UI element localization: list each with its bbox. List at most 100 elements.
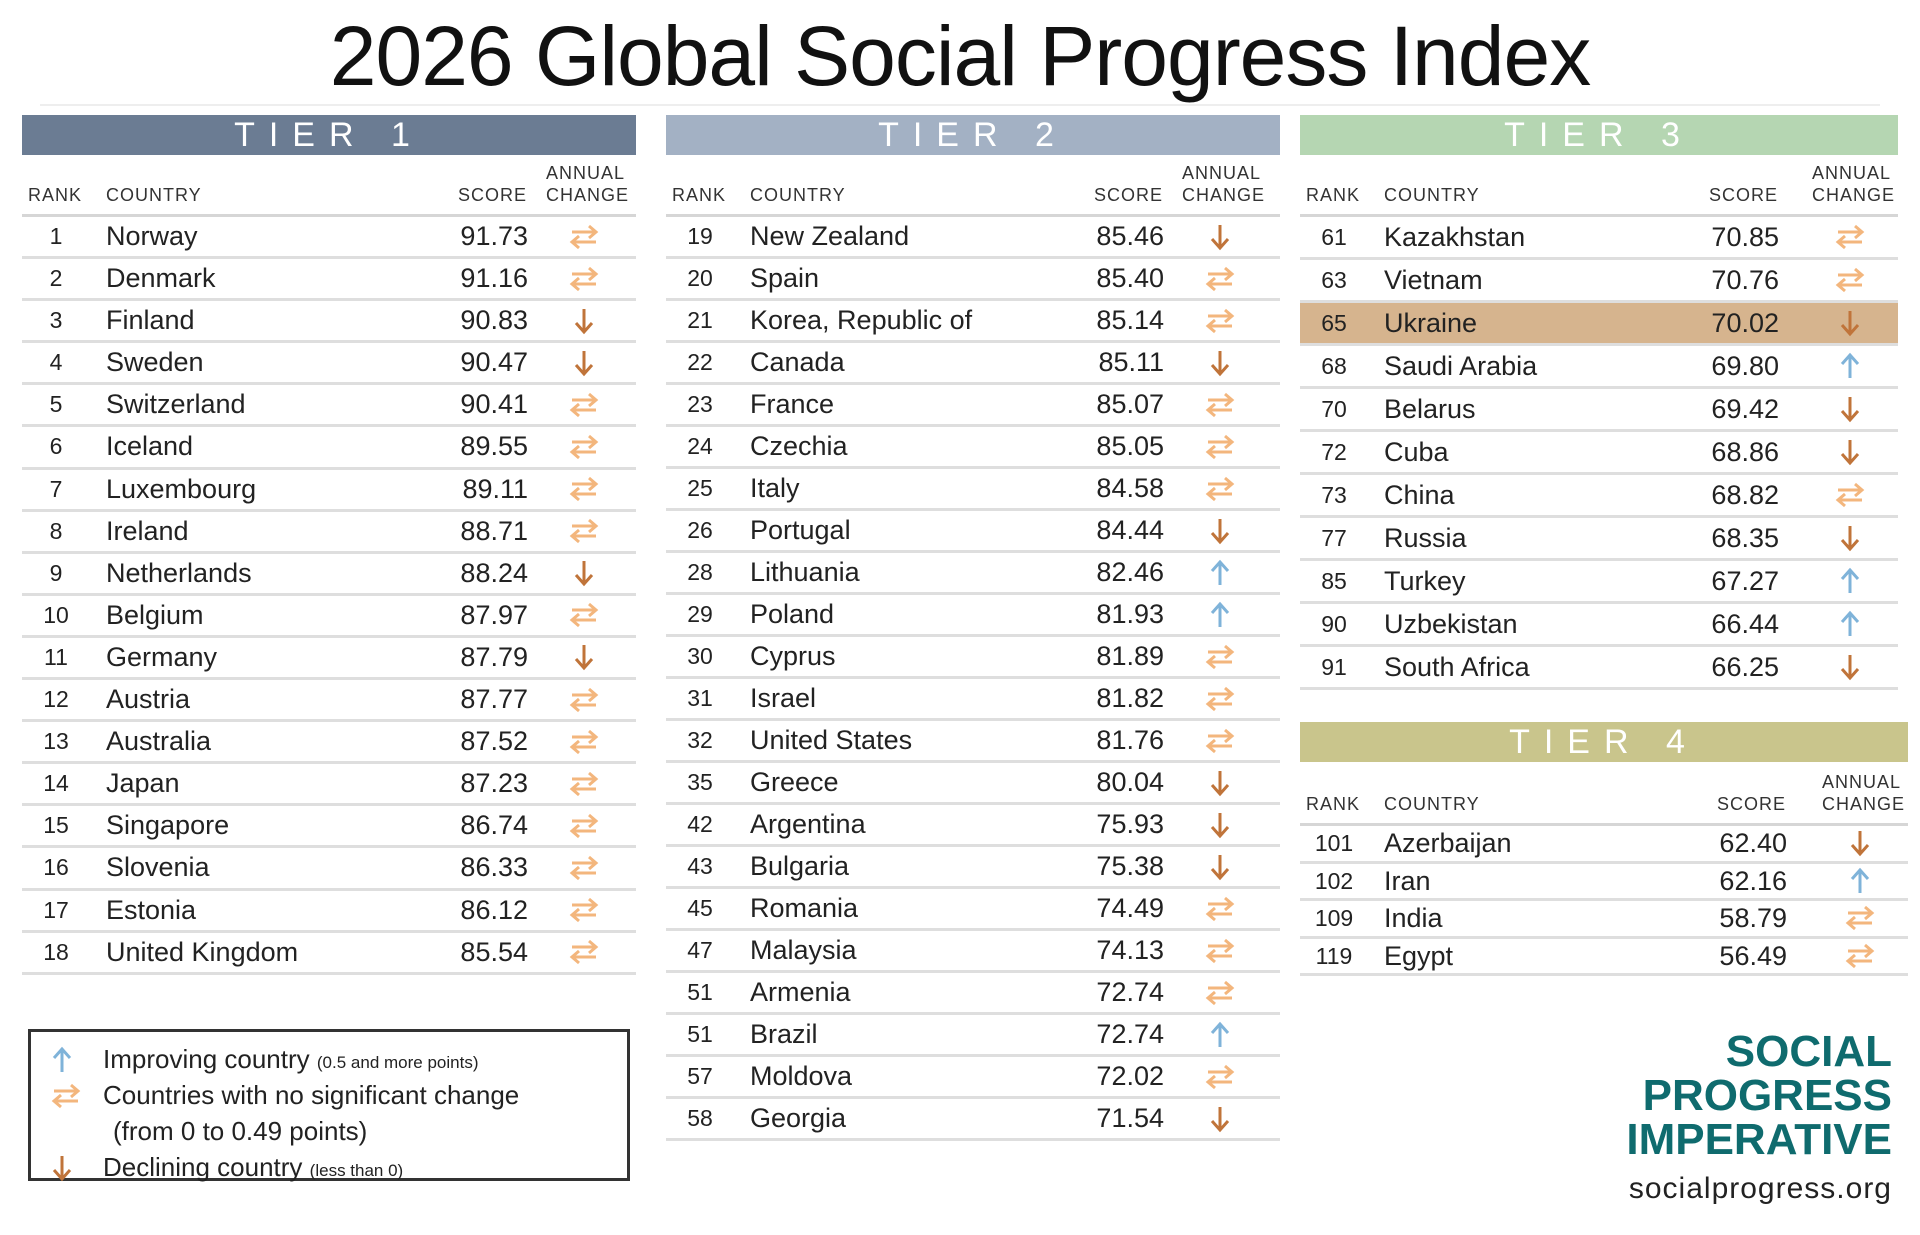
rank-cell: 77 bbox=[1321, 525, 1347, 551]
logo-line-1: SOCIAL bbox=[1725, 1027, 1892, 1076]
down-arrow-icon bbox=[1200, 349, 1240, 377]
table-row: 63 Vietnam 70.76 bbox=[1300, 260, 1898, 303]
rank-cell: 10 bbox=[43, 601, 69, 628]
down-arrow-icon bbox=[564, 643, 604, 671]
swap-arrows-icon bbox=[564, 770, 604, 798]
country-cell: Australia bbox=[106, 726, 212, 757]
score-cell: 70.76 bbox=[1711, 265, 1779, 295]
table-row: 17 Estonia 86.12 bbox=[22, 891, 636, 933]
country-cell: Egypt bbox=[1384, 940, 1454, 971]
rank-cell: 14 bbox=[43, 770, 69, 797]
rank-cell: 47 bbox=[687, 937, 713, 963]
rank-cell: 73 bbox=[1321, 482, 1347, 508]
column-headers: RANK COUNTRY SCORE ANNUAL CHANGE bbox=[1300, 762, 1908, 826]
country-cell: Finland bbox=[106, 305, 195, 336]
swap-arrows-icon bbox=[1840, 942, 1880, 970]
country-cell: Italy bbox=[750, 473, 800, 503]
table-row: 32 United States 81.76 bbox=[666, 721, 1280, 763]
rank-cell: 20 bbox=[687, 265, 713, 291]
country-cell: Belarus bbox=[1384, 394, 1476, 424]
table-row: 14 Japan 87.23 bbox=[22, 764, 636, 807]
legend-declining: Declining country (less than 0) bbox=[31, 1152, 627, 1186]
column-headers: RANK COUNTRY SCORE ANNUAL CHANGE bbox=[22, 155, 636, 217]
score-cell: 72.02 bbox=[1096, 1061, 1164, 1091]
rank-cell: 3 bbox=[49, 307, 63, 334]
rank-cell: 8 bbox=[49, 517, 63, 544]
table-row: 13 Australia 87.52 bbox=[22, 722, 636, 765]
up-arrow-icon bbox=[1840, 867, 1880, 895]
table-row: 16 Slovenia 86.33 bbox=[22, 848, 636, 891]
score-cell: 85.05 bbox=[1096, 431, 1164, 461]
table-row: 102 Iran 62.16 bbox=[1300, 864, 1908, 901]
swap-arrows-icon bbox=[1200, 307, 1240, 335]
change-header: CHANGE bbox=[1182, 185, 1266, 205]
rank-cell: 28 bbox=[687, 559, 713, 585]
country-cell: Denmark bbox=[106, 263, 216, 294]
down-arrow-icon bbox=[1840, 829, 1880, 857]
table-row: 35 Greece 80.04 bbox=[666, 763, 1280, 805]
rank-header: RANK bbox=[1306, 185, 1361, 205]
rank-cell: 65 bbox=[1321, 310, 1347, 336]
rank-cell: 45 bbox=[687, 895, 713, 921]
score-cell: 85.14 bbox=[1096, 305, 1164, 335]
score-cell: 72.74 bbox=[1096, 977, 1164, 1007]
score-cell: 81.93 bbox=[1096, 599, 1164, 629]
table-row: 57 Moldova 72.02 bbox=[666, 1057, 1280, 1099]
rank-cell: 70 bbox=[1321, 396, 1347, 422]
rank-cell: 68 bbox=[1321, 353, 1347, 379]
rank-cell: 30 bbox=[687, 643, 713, 669]
table-row: 8 Ireland 88.71 bbox=[22, 512, 636, 554]
table-row: 42 Argentina 75.93 bbox=[666, 805, 1280, 847]
swap-arrows-icon bbox=[564, 938, 604, 966]
score-header: SCORE bbox=[1094, 185, 1164, 205]
score-cell: 87.97 bbox=[460, 599, 528, 630]
rank-cell: 9 bbox=[49, 559, 63, 586]
down-arrow-icon bbox=[564, 349, 604, 377]
legend-box: Improving country (0.5 and more points) … bbox=[28, 1029, 630, 1182]
score-cell: 82.46 bbox=[1096, 557, 1164, 587]
score-cell: 70.02 bbox=[1711, 308, 1779, 338]
table-row: 9 Netherlands 88.24 bbox=[22, 554, 636, 596]
up-arrow-icon bbox=[1200, 601, 1240, 629]
score-cell: 90.41 bbox=[460, 389, 528, 420]
up-arrow-icon bbox=[51, 1046, 83, 1076]
table-row: 51 Armenia 72.74 bbox=[666, 973, 1280, 1015]
score-cell: 90.83 bbox=[460, 305, 528, 336]
country-cell: Czechia bbox=[750, 431, 848, 461]
country-header: COUNTRY bbox=[750, 185, 846, 205]
country-cell: Sweden bbox=[106, 347, 204, 378]
country-cell: Netherlands bbox=[106, 557, 252, 588]
column-headers: RANK COUNTRY SCORE ANNUAL CHANGE bbox=[666, 155, 1280, 217]
score-cell: 87.77 bbox=[460, 684, 528, 715]
swap-arrows-icon bbox=[564, 223, 604, 251]
annual-header: ANNUAL bbox=[546, 163, 626, 183]
swap-arrows-icon bbox=[564, 812, 604, 840]
down-arrow-icon bbox=[1200, 223, 1240, 251]
score-cell: 58.79 bbox=[1719, 903, 1787, 933]
swap-arrows-icon bbox=[1200, 895, 1240, 923]
logo-line-2: PROGRESS bbox=[1642, 1071, 1892, 1120]
swap-arrows-icon bbox=[1200, 937, 1240, 965]
table-row: 31 Israel 81.82 bbox=[666, 679, 1280, 721]
country-cell: Russia bbox=[1384, 523, 1467, 553]
legend-no-change-label: Countries with no significant change bbox=[103, 1080, 520, 1110]
country-cell: Norway bbox=[106, 221, 198, 251]
country-cell: Georgia bbox=[750, 1103, 847, 1133]
score-cell: 81.76 bbox=[1096, 725, 1164, 755]
rank-cell: 26 bbox=[687, 517, 713, 543]
score-cell: 75.38 bbox=[1096, 851, 1164, 881]
rank-cell: 23 bbox=[687, 391, 713, 417]
table-row: 5 Switzerland 90.41 bbox=[22, 385, 636, 428]
country-cell: Iran bbox=[1384, 865, 1431, 896]
page-title: 2026 Global Social Progress Index bbox=[329, 9, 1591, 103]
legend-no-change: Countries with no significant change bbox=[31, 1080, 627, 1114]
up-arrow-icon bbox=[1830, 610, 1870, 638]
down-arrow-icon bbox=[1830, 309, 1870, 337]
score-header: SCORE bbox=[458, 185, 528, 205]
rank-cell: 72 bbox=[1321, 439, 1347, 465]
swap-arrows-icon bbox=[1830, 481, 1870, 509]
up-arrow-icon bbox=[1200, 559, 1240, 587]
country-header: COUNTRY bbox=[1384, 794, 1480, 814]
table-row: 58 Georgia 71.54 bbox=[666, 1099, 1280, 1141]
up-arrow-icon bbox=[1830, 567, 1870, 595]
